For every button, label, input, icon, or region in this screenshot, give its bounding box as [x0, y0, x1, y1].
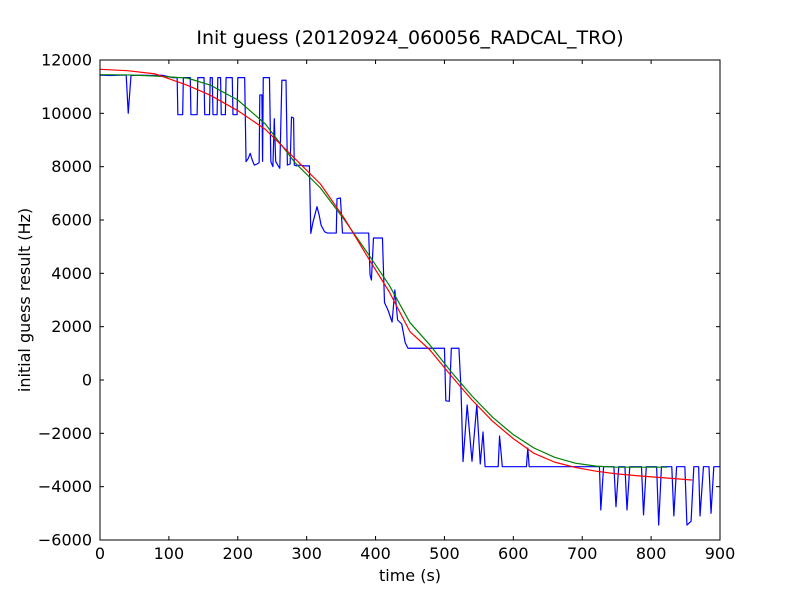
x-tick-label: 0: [95, 544, 105, 563]
x-tick-label: 400: [360, 544, 391, 563]
y-tick-label: −4000: [38, 477, 92, 496]
x-tick-label: 700: [567, 544, 598, 563]
x-tick-label: 500: [429, 544, 460, 563]
x-tick-label: 900: [705, 544, 736, 563]
y-axis-label: initial guess result (Hz): [15, 208, 34, 392]
y-tick-label: 8000: [51, 157, 92, 176]
y-tick-label: 6000: [51, 211, 92, 230]
x-tick-label: 800: [636, 544, 667, 563]
y-tick-label: 4000: [51, 264, 92, 283]
green-fit-line: [100, 74, 668, 468]
ticks-layer: 0 100 200 300 400 500 600 700 800 900 12000 10000 80…: [38, 51, 735, 564]
plot-frame: [99, 59, 721, 541]
x-tick-label: 100: [154, 544, 185, 563]
series-layer: [100, 68, 720, 526]
y-tick-label: 12000: [41, 51, 92, 70]
red-fit-line: [100, 68, 693, 481]
x-axis-label: time (s): [379, 566, 441, 585]
chart-title: Init guess (20120924_060056_RADCAL_TRO): [196, 27, 623, 49]
x-tick-label: 600: [498, 544, 529, 563]
plot-area: [100, 60, 720, 540]
x-tick-label: 200: [223, 544, 254, 563]
y-tick-label: 0: [82, 371, 92, 390]
y-tick-label: 10000: [41, 104, 92, 123]
x-tick-label: 300: [291, 544, 322, 563]
y-tick-label: 2000: [51, 317, 92, 336]
y-tick-label: −2000: [38, 424, 92, 443]
y-tick-label: −6000: [38, 531, 92, 550]
